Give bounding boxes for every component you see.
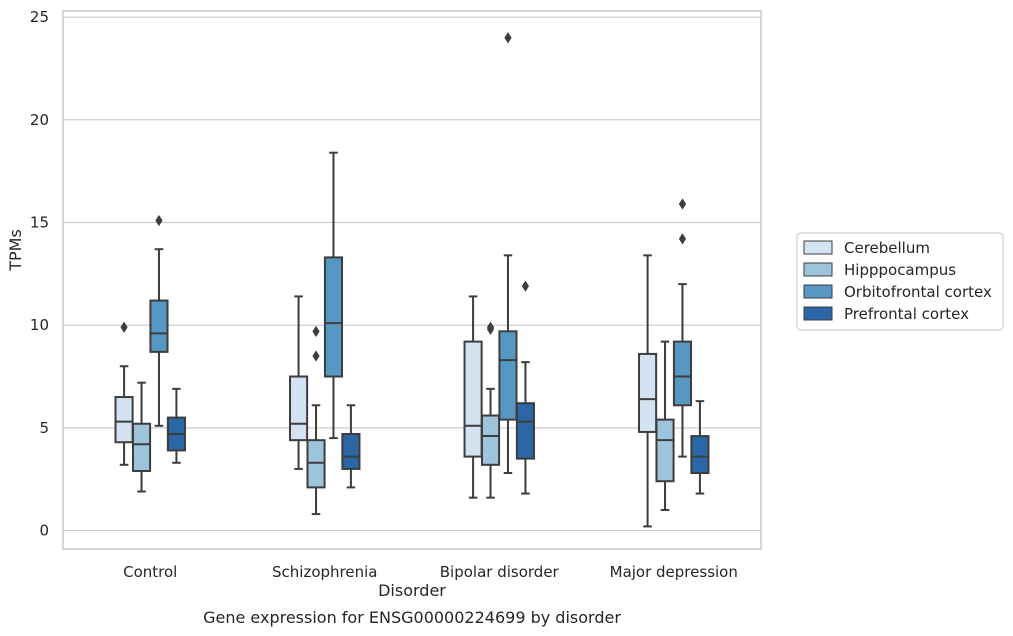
outlier-point (678, 233, 687, 245)
x-tick-label: Major depression (610, 563, 738, 581)
legend: Cerebellum Hipppocampus Orbitofrontal cort… (796, 232, 1004, 331)
x-tick-label: Schizophrenia (272, 563, 377, 581)
legend-swatch (803, 284, 833, 299)
legend-swatch (803, 240, 833, 255)
box-groups (114, 32, 710, 528)
legend-item: Prefrontal cortex (803, 305, 969, 323)
box-body (323, 256, 344, 378)
box-2-3 (515, 280, 535, 495)
x-axis-label: Disorder (378, 581, 446, 600)
y-tick-label: 10 (30, 316, 49, 334)
y-tick-label: 0 (39, 522, 49, 540)
box-body (131, 422, 152, 472)
y-tick-label: 20 (30, 111, 49, 129)
box-body (289, 375, 309, 442)
box-3-0 (638, 254, 658, 528)
outlier-point (312, 325, 320, 337)
outlier-point (504, 32, 512, 44)
legend-item: Hipppocampus (803, 261, 956, 279)
y-axis-ticks: 0 5 10 15 20 25 (30, 8, 49, 539)
legend-label: Orbitofrontal cortex (844, 283, 992, 301)
legend-label: Hipppocampus (844, 261, 956, 279)
outlier-point (678, 198, 687, 210)
x-tick-label: Bipolar disorder (440, 563, 560, 581)
y-axis-label: TPMs (6, 229, 25, 272)
box-1-1 (306, 325, 326, 516)
box-body (498, 330, 518, 421)
outlier-point (120, 321, 128, 333)
legend-frame (796, 232, 1004, 331)
box-body (306, 439, 326, 489)
box-0-3 (166, 387, 186, 464)
box-body (463, 340, 483, 458)
outlier-point (486, 321, 495, 333)
box-1-0 (289, 295, 309, 470)
box-1-3 (341, 404, 361, 489)
box-2-0 (463, 295, 483, 499)
box-body (149, 299, 169, 353)
box-body (114, 396, 134, 444)
box-body (690, 435, 710, 475)
legend-label: Prefrontal cortex (844, 305, 969, 323)
legend-item: Orbitofrontal cortex (803, 283, 992, 301)
box-2-2 (498, 32, 518, 475)
x-axis-ticks: Control Schizophrenia Bipolar disorder Majo… (123, 563, 738, 581)
y-tick-label: 25 (30, 8, 49, 26)
y-tick-label: 5 (39, 419, 49, 437)
y-tick-label: 15 (30, 214, 49, 232)
outlier-point (521, 280, 530, 292)
box-0-2 (149, 214, 169, 427)
plot-frame (62, 10, 762, 550)
chart-caption: Gene expression for ENSG00000224699 by d… (203, 608, 621, 627)
box-body (655, 418, 675, 483)
box-body (515, 402, 535, 460)
legend-swatch (803, 262, 833, 277)
x-tick-label: Control (123, 563, 177, 581)
legend-label: Cerebellum (844, 239, 930, 257)
box-body (672, 340, 693, 407)
box-3-1 (655, 340, 675, 511)
box-0-1 (131, 381, 152, 493)
box-body (638, 352, 658, 433)
box-3-2 (672, 198, 693, 458)
box-2-1 (480, 321, 501, 499)
legend-swatch (803, 306, 833, 321)
outlier-point (155, 214, 163, 227)
box-body (480, 414, 501, 466)
box-body (341, 433, 361, 470)
box-0-0 (114, 321, 134, 466)
box-1-2 (323, 151, 344, 440)
legend-item: Cerebellum (803, 239, 930, 257)
box-3-3 (690, 400, 710, 495)
outlier-point (312, 350, 320, 362)
